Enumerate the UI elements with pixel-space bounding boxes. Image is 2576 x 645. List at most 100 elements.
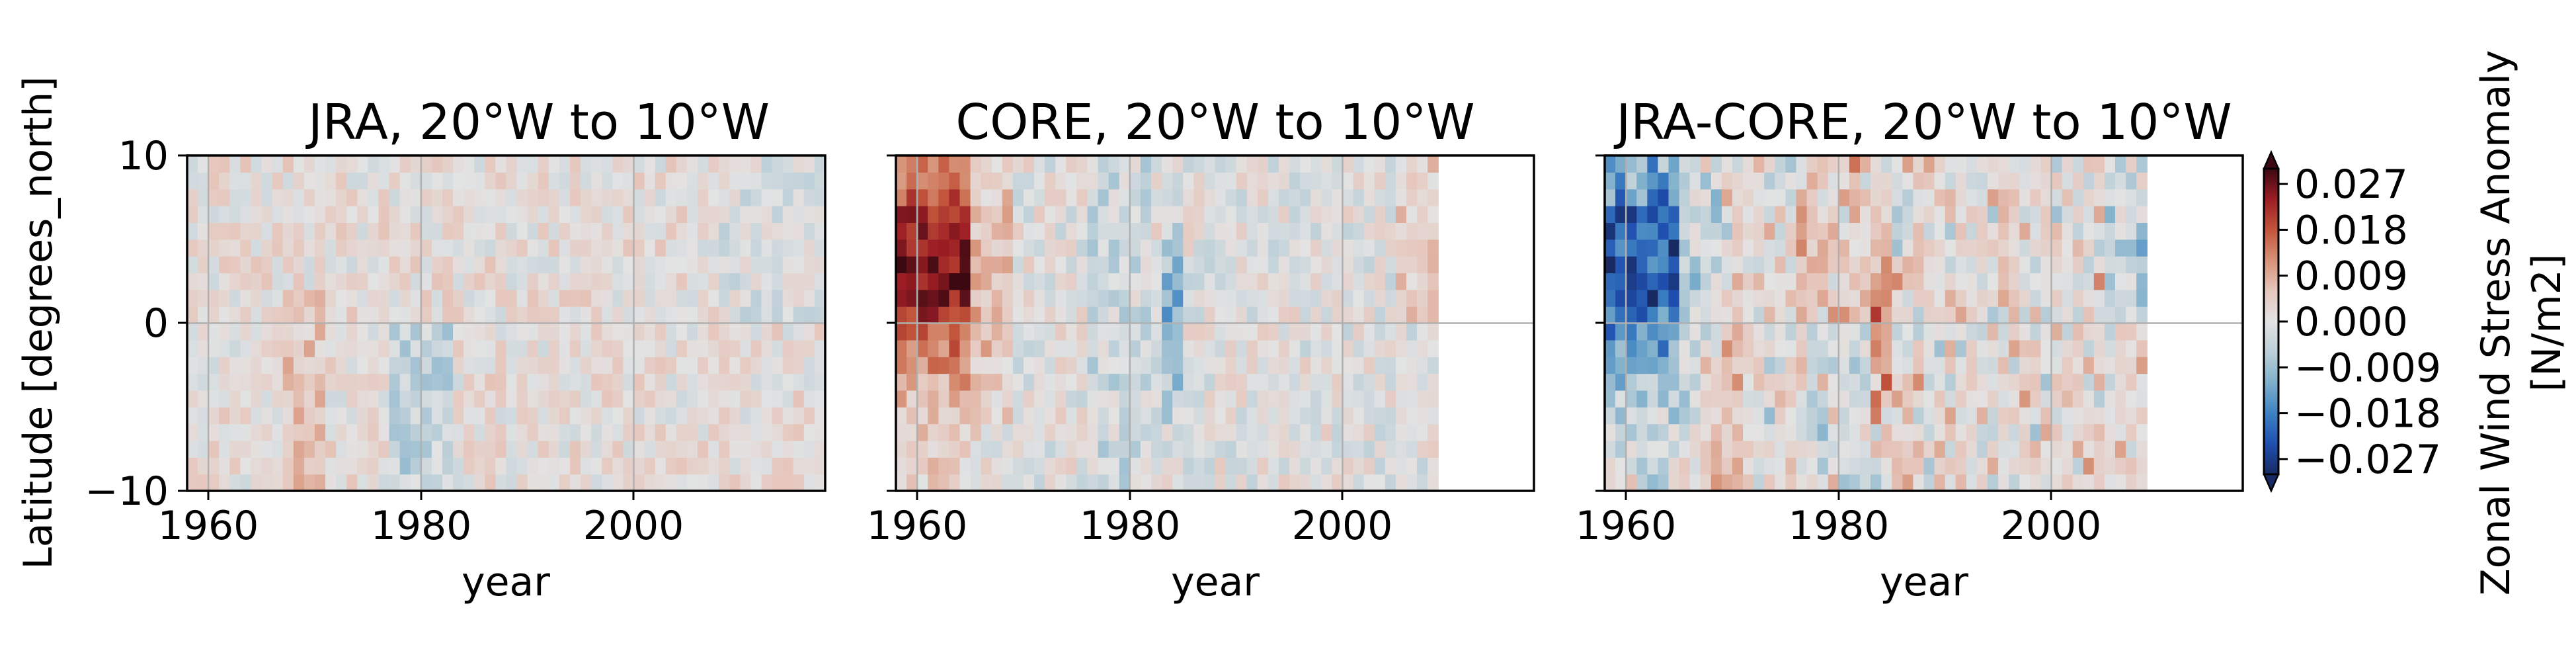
heatmap-cell <box>729 390 741 408</box>
heatmap-cell <box>1012 440 1024 458</box>
heatmap-cell <box>1955 206 1967 223</box>
heatmap-cell <box>1764 273 1775 290</box>
heatmap-cell <box>2019 457 2031 475</box>
heatmap-cell <box>421 256 432 274</box>
heatmap-cell <box>1647 289 1659 307</box>
heatmap-cell <box>729 256 741 274</box>
heatmap-cell <box>325 323 337 341</box>
xtick-label: 2000 <box>1292 503 1393 549</box>
heatmap-cell <box>1300 357 1311 374</box>
heatmap-cell <box>928 306 939 324</box>
heatmap-cell <box>453 222 464 240</box>
heatmap-cell <box>1087 289 1099 307</box>
heatmap-cell <box>240 239 252 257</box>
heatmap-cell <box>251 273 262 290</box>
heatmap-cell <box>1700 172 1712 190</box>
heatmap-cell <box>750 357 762 374</box>
heatmap-cell <box>272 423 284 441</box>
heatmap-cell <box>1034 189 1045 206</box>
heatmap-cell <box>1902 323 1914 341</box>
heatmap-cell <box>1806 289 1818 307</box>
heatmap-cell <box>1700 155 1712 173</box>
heatmap-cell <box>1775 273 1787 290</box>
heatmap-cell <box>1428 155 1439 173</box>
heatmap-cell <box>1119 373 1131 391</box>
heatmap-cell <box>2030 256 2042 274</box>
heatmap-cell <box>442 390 454 408</box>
heatmap-cell <box>389 357 401 374</box>
heatmap-cell <box>559 357 571 374</box>
heatmap-cell <box>1721 339 1733 357</box>
heatmap-cell <box>1828 407 1839 425</box>
heatmap-cell <box>2093 339 2105 357</box>
heatmap-cell <box>410 239 422 257</box>
heatmap-cell <box>1806 306 1818 324</box>
heatmap-cell <box>1395 423 1407 441</box>
heatmap-cell <box>187 407 198 425</box>
heatmap-cell <box>2093 357 2105 374</box>
heatmap-cell <box>623 339 635 357</box>
heatmap-cell <box>431 172 443 190</box>
heatmap-cell <box>1406 239 1418 257</box>
heatmap-cell <box>1034 339 1045 357</box>
heatmap-cell <box>782 239 794 257</box>
heatmap-cell <box>357 289 369 307</box>
heatmap-cell <box>1881 206 1892 223</box>
heatmap-cell <box>938 239 950 257</box>
heatmap-cell <box>1289 155 1301 173</box>
heatmap-cell <box>1310 373 1322 391</box>
heatmap-cell <box>1098 172 1109 190</box>
heatmap-cell <box>1204 206 1216 223</box>
heatmap-cell <box>368 357 380 374</box>
heatmap-cell <box>698 289 709 307</box>
heatmap-cell <box>1002 256 1014 274</box>
heatmap-cell <box>708 323 719 341</box>
heatmap-cell <box>591 407 602 425</box>
heatmap-cell <box>2062 423 2073 441</box>
heatmap-cell <box>1183 155 1194 173</box>
heatmap-cell <box>1679 457 1691 475</box>
heatmap-cell <box>1764 407 1775 425</box>
heatmap-cell <box>431 390 443 408</box>
heatmap-cell <box>1892 474 1903 492</box>
heatmap-cell <box>219 407 230 425</box>
heatmap-cell <box>665 440 677 458</box>
heatmap-cell <box>1732 357 1744 374</box>
heatmap-cell <box>772 357 784 374</box>
heatmap-cell <box>1300 423 1311 441</box>
heatmap-cell <box>814 306 826 324</box>
heatmap-cell <box>729 474 741 492</box>
heatmap-cell <box>1119 407 1131 425</box>
heatmap-cell <box>346 323 358 341</box>
heatmap-cell <box>1976 172 1988 190</box>
heatmap-cell <box>1353 239 1365 257</box>
heatmap-cell <box>453 339 464 357</box>
heatmap-cell <box>1913 440 1925 458</box>
heatmap-cell <box>602 457 613 475</box>
xtick-label: 1960 <box>1576 503 1677 549</box>
heatmap-cell <box>368 373 380 391</box>
heatmap-cell <box>272 440 284 458</box>
heatmap-cell <box>1955 189 1967 206</box>
heatmap-cell <box>453 189 464 206</box>
heatmap-cell <box>346 440 358 458</box>
heatmap-cell <box>1066 323 1078 341</box>
heatmap-cell <box>949 440 961 458</box>
heatmap-cell <box>1151 390 1162 408</box>
heatmap-cell <box>1743 423 1754 441</box>
heatmap-cell <box>1721 189 1733 206</box>
heatmap-cell <box>527 423 539 441</box>
heatmap-cell <box>623 155 635 173</box>
heatmap-cell <box>1976 440 1988 458</box>
heatmap-cell <box>453 323 464 341</box>
heatmap-cell <box>719 172 730 190</box>
heatmap-cell <box>991 306 1003 324</box>
heatmap-cell <box>719 474 730 492</box>
heatmap-cell <box>1764 440 1775 458</box>
heatmap-cell <box>665 306 677 324</box>
heatmap-cell <box>782 457 794 475</box>
heatmap-cell <box>698 206 709 223</box>
heatmap-cell <box>991 239 1003 257</box>
heatmap-cell <box>357 423 369 441</box>
heatmap-cell <box>2083 155 2095 173</box>
